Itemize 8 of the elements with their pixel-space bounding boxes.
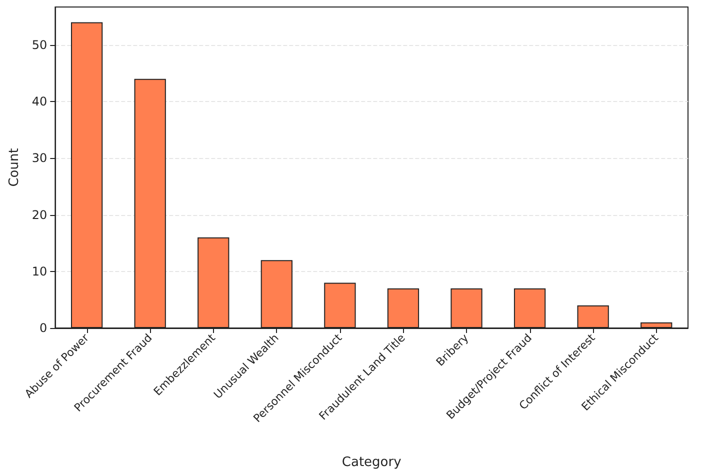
- y-tick-label: 20: [32, 208, 48, 222]
- y-tick-label: 30: [32, 151, 48, 166]
- y-tick-label: 50: [32, 38, 48, 52]
- y-tick-label: 0: [40, 321, 48, 335]
- y-tick-label: 10: [32, 264, 48, 278]
- y-axis-title: Count: [7, 148, 22, 187]
- x-axis-title: Category: [342, 455, 402, 470]
- y-tick-label: 40: [32, 94, 48, 109]
